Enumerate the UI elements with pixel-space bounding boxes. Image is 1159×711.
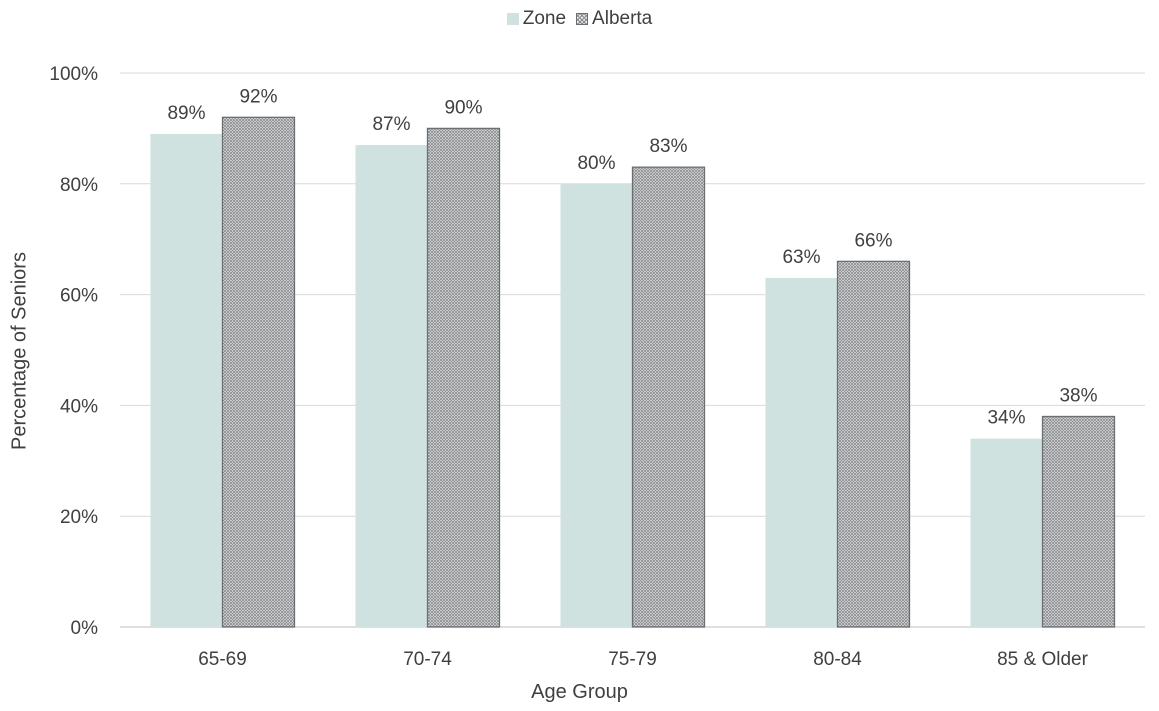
bar-zone-5: [970, 438, 1043, 627]
y-tick-label: 60%: [60, 286, 98, 307]
y-axis-title: Percentage of Seniors: [8, 252, 31, 450]
data-label: 87%: [372, 114, 410, 135]
data-label: 80%: [577, 153, 615, 174]
y-tick-label: 40%: [60, 396, 98, 417]
x-axis-title: Age Group: [531, 681, 628, 703]
x-axis-ticks: 65-69 70-74 75-79 80-84 85 & Older: [198, 649, 1088, 670]
legend: Zone Alberta: [0, 8, 1159, 30]
x-tick-label: 75-79: [608, 649, 657, 670]
y-tick-label: 100%: [49, 64, 98, 85]
legend-swatch-zone: [506, 13, 519, 25]
y-tick-label: 80%: [60, 175, 98, 196]
data-labels: 89% 92% 87% 90% 80% 83% 63% 66% 34% 38%: [167, 86, 1097, 428]
y-tick-label: 0%: [71, 618, 99, 639]
bar-zone-1: [150, 133, 223, 627]
data-label: 90%: [444, 97, 482, 118]
legend-item-alberta: Alberta: [576, 8, 652, 30]
data-label: 63%: [782, 247, 820, 268]
legend-item-zone: Zone: [506, 8, 567, 30]
x-tick-label: 80-84: [813, 649, 862, 670]
bar-alberta-5: [1041, 415, 1116, 628]
bar-alberta-3: [631, 166, 706, 628]
legend-label-zone: Zone: [522, 8, 567, 29]
bar-alberta-4: [836, 260, 911, 628]
bars: [150, 116, 1116, 628]
x-tick-label: 65-69: [198, 649, 247, 670]
data-label: 38%: [1059, 385, 1097, 406]
bar-alberta-1: [221, 116, 296, 628]
data-label: 83%: [649, 136, 687, 157]
legend-label-alberta: Alberta: [592, 8, 653, 29]
x-tick-label: 85 & Older: [997, 649, 1088, 670]
y-axis-ticks: 0% 20% 40% 60% 80% 100%: [49, 64, 98, 639]
data-label: 34%: [987, 408, 1025, 429]
bar-zone-3: [560, 183, 633, 628]
legend-swatch-alberta: [576, 13, 589, 25]
x-tick-label: 70-74: [403, 649, 452, 670]
bar-zone-2: [355, 145, 428, 627]
data-label: 66%: [854, 230, 892, 251]
data-label: 92%: [239, 86, 277, 107]
data-label: 89%: [167, 103, 205, 124]
bar-alberta-2: [426, 127, 501, 628]
y-tick-label: 20%: [60, 507, 98, 528]
bar-zone-4: [765, 277, 838, 627]
